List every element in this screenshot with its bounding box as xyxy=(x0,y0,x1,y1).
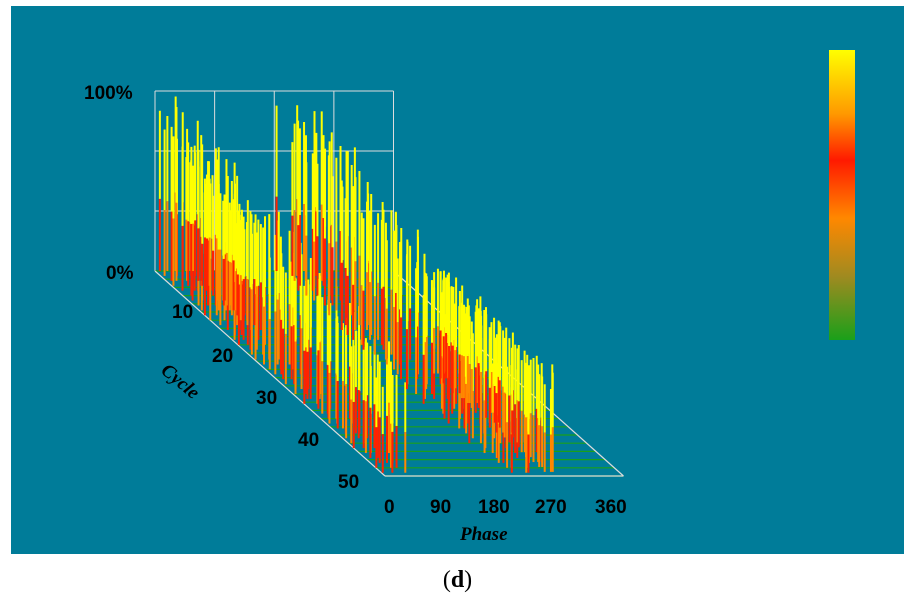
y-tick-label-50: 50 xyxy=(338,472,359,493)
x-tick-label-180: 180 xyxy=(478,497,510,518)
x-tick-label-360: 360 xyxy=(595,497,627,518)
caption-close-paren: ) xyxy=(464,567,473,593)
y-axis-title: Cycle xyxy=(157,360,204,404)
caption-open-paren: ( xyxy=(442,567,451,593)
floor-axis-line xyxy=(154,270,386,477)
y-tick-label-10: 10 xyxy=(172,302,193,323)
y-tick-label-30: 30 xyxy=(256,388,277,409)
x-axis-title: Phase xyxy=(459,524,508,545)
colorbar xyxy=(829,50,855,340)
x-tick-label-0: 0 xyxy=(384,497,395,518)
chart-panel xyxy=(11,6,904,554)
z-tick-label-min: 0% xyxy=(106,263,134,284)
x-tick-label-270: 270 xyxy=(535,497,567,518)
bars xyxy=(158,96,554,473)
z-tick-label-max: 100% xyxy=(84,83,133,104)
y-tick-label-20: 20 xyxy=(212,346,233,367)
figure-caption: (d) xyxy=(0,567,915,594)
y-tick-label-40: 40 xyxy=(298,430,319,451)
axis-labels: 100% 0% 0 90 180 270 360 Phase 10 20 30 … xyxy=(84,83,627,545)
x-tick-label-90: 90 xyxy=(430,497,451,518)
caption-letter: d xyxy=(450,567,465,593)
